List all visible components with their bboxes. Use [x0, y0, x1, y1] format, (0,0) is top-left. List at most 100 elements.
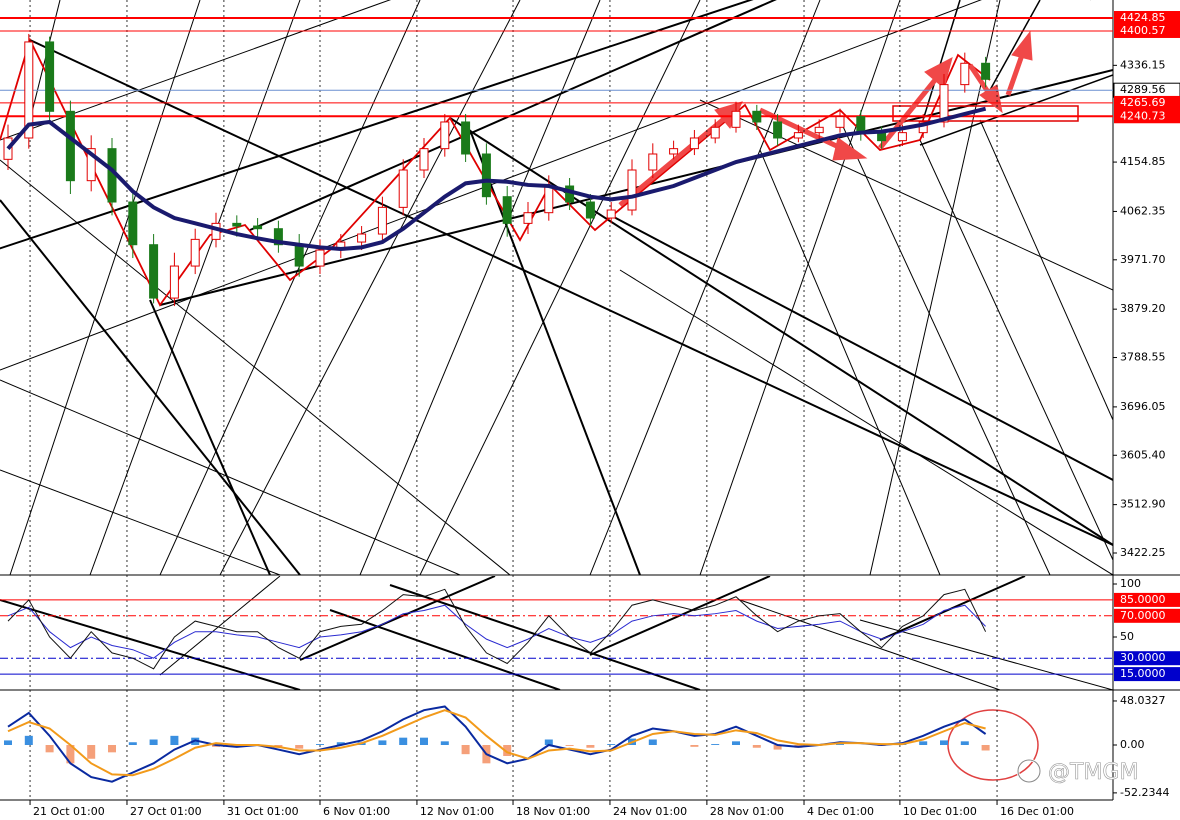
y-tick-label: 100	[1120, 577, 1141, 590]
x-tick-label: 31 Oct 01:00	[227, 805, 299, 818]
candle-body	[169, 265, 179, 299]
y-tick-label: 3605.40	[1120, 448, 1166, 461]
y-tick-label: 3422.25	[1120, 546, 1166, 559]
y-tick-label: 4336.15	[1120, 58, 1166, 71]
histogram-bar	[732, 741, 740, 745]
histogram-bar	[836, 744, 844, 745]
level-label-bg	[1114, 608, 1180, 623]
y-tick-label: 3696.05	[1120, 400, 1166, 413]
histogram-bar	[108, 745, 116, 753]
histogram-bar	[981, 745, 990, 751]
y-tick-label: 4062.35	[1120, 204, 1166, 217]
candle-body	[793, 132, 803, 139]
histogram-bar	[45, 745, 54, 753]
candle-body	[190, 238, 200, 267]
level-label: 4400.57	[1120, 24, 1166, 37]
candle-body	[710, 126, 720, 139]
candle-body	[939, 84, 949, 123]
candle-body	[440, 121, 450, 150]
zigzag	[0, 30, 1079, 307]
candle-body	[481, 153, 491, 198]
y-tick-label: 3788.55	[1120, 351, 1166, 364]
level-label-bg	[1114, 23, 1180, 38]
level-label: 4265.69	[1120, 96, 1166, 109]
histogram-bar	[420, 737, 428, 745]
histogram-bar	[378, 740, 387, 745]
histogram-bar	[565, 745, 574, 746]
level-label: 30.0000	[1120, 651, 1166, 664]
candle-body	[419, 148, 429, 171]
oscillator-line	[7, 588, 987, 670]
candle-body	[669, 148, 679, 155]
level-label-bg	[1114, 11, 1180, 26]
histogram-bar	[87, 745, 96, 759]
histogram-bar	[711, 744, 720, 745]
histogram-bar	[461, 745, 470, 755]
candle-body	[461, 121, 471, 155]
histogram-bar	[503, 745, 512, 756]
candle-body	[232, 222, 242, 227]
candle-body	[627, 169, 637, 211]
x-tick-label: 18 Nov 01:00	[516, 805, 590, 818]
plot-bg	[0, 0, 1113, 800]
histogram-bar	[24, 735, 33, 745]
histogram-bar	[940, 740, 948, 745]
histogram-bar	[544, 739, 553, 745]
y-tick-label: 50	[1120, 630, 1134, 643]
level-label-bg	[1114, 651, 1180, 666]
x-tick-label: 4 Dec 01:00	[807, 805, 874, 818]
candle-body	[606, 209, 616, 219]
x-tick-label: 16 Dec 01:00	[1000, 805, 1074, 818]
candle-body	[128, 201, 138, 246]
histogram-bar	[960, 741, 969, 745]
panel	[4, 705, 990, 783]
x-tick-label: 10 Dec 01:00	[903, 805, 977, 818]
panel	[0, 588, 1113, 675]
candle-body	[149, 244, 159, 299]
candle-body	[294, 244, 304, 267]
histogram-bar	[170, 735, 179, 745]
y-tick-label: 3879.20	[1120, 302, 1166, 315]
candle-body	[253, 225, 263, 230]
oscillator-line	[7, 604, 986, 659]
histogram-bar	[607, 744, 616, 745]
level-label-bg	[1114, 109, 1180, 124]
level-label-bg	[1114, 95, 1180, 110]
histogram-bar	[128, 742, 137, 745]
histogram-bar	[440, 741, 449, 745]
histogram-bar	[586, 745, 595, 748]
y-tick-label: 4154.85	[1120, 155, 1166, 168]
histogram-bar	[316, 744, 324, 745]
histogram-bar	[149, 739, 158, 745]
y-tick-label: 3971.70	[1120, 253, 1166, 266]
candle-body	[752, 110, 762, 123]
candle-body	[773, 121, 783, 139]
candle-body	[86, 148, 96, 182]
histogram-bar	[752, 745, 761, 748]
candle-body	[357, 233, 367, 243]
x-tick-label: 6 Nov 01:00	[323, 805, 390, 818]
x-tick-label: 28 Nov 01:00	[710, 805, 784, 818]
histogram-bar	[336, 742, 345, 745]
histogram-bar	[773, 745, 782, 750]
level-label: 4424.85	[1120, 11, 1166, 24]
candle-body	[65, 110, 75, 182]
histogram-bar	[4, 740, 12, 745]
level-label-bg	[1114, 667, 1180, 682]
candle-body	[981, 62, 991, 80]
candle-body	[315, 249, 325, 267]
histogram-bar	[919, 741, 928, 745]
candle-body	[585, 201, 595, 219]
candle-body	[398, 169, 408, 208]
candle-body	[731, 110, 741, 128]
level-label: 15.0000	[1120, 667, 1166, 680]
x-tick-label: 27 Oct 01:00	[130, 805, 202, 818]
candle-body	[502, 196, 512, 224]
candle-body	[377, 206, 387, 235]
histogram-bar	[295, 745, 304, 749]
moving-average	[6, 106, 987, 251]
histogram-bar	[399, 737, 408, 745]
y-tick-label: -52.2344	[1120, 786, 1169, 799]
watermark: @TMGM	[1048, 760, 1138, 785]
